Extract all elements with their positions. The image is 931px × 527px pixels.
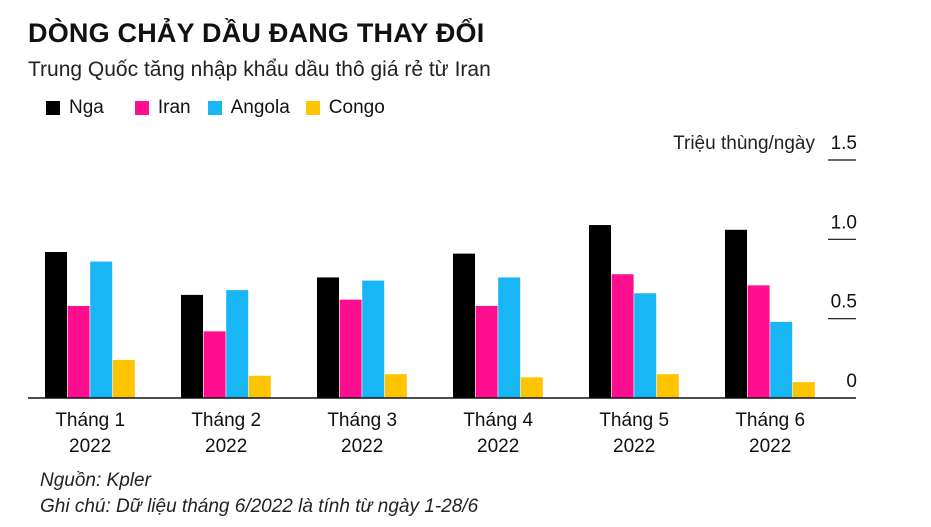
y-tick-label: 0 [846,371,857,392]
legend-swatch-angola [207,101,222,115]
y-tick-label: 1.0 [831,212,857,233]
legend-swatch-iran [134,101,149,115]
bar-iran-6 [747,285,770,398]
legend-label-iran: Iran [157,97,191,118]
bar-angola-2 [226,290,249,398]
legend-item-angola: Angola [207,97,290,119]
bar-angola-1 [90,261,113,398]
footnote: Ghi chú: Dữ liệu tháng 6/2022 là tính từ… [40,496,479,517]
y-axis-label: Triệu thùng/ngày [673,133,815,154]
x-tick-label-year: 2022 [613,436,655,457]
x-tick-label-month: Tháng 5 [599,410,669,431]
legend-item-congo: Congo [305,97,385,119]
x-tick-label-year: 2022 [477,436,519,457]
x-axis-labels: Tháng 1 2022 Tháng 2 2022 Tháng 3 2022 Tháng 4… [55,410,805,457]
bar-congo-4 [520,377,543,398]
bar-nga-1 [45,252,67,398]
legend-label-nga: Nga [69,97,104,118]
bar-angola-6 [770,321,793,398]
legend-item-iran: Iran [134,97,191,119]
bar-angola-4 [498,277,521,398]
bar-nga-5 [589,225,611,398]
bar-iran-3 [339,299,362,398]
legend: Nga Iran Angola Congo [46,96,385,120]
bar-iran-1 [67,305,90,398]
bar-nga-4 [453,253,475,398]
source-note: Nguồn: Kpler [40,470,151,491]
bar-angola-5 [634,293,657,398]
bar-nga-6 [725,229,747,398]
y-tick-label: 1.5 [831,133,857,154]
y-tick-label: 0.5 [831,292,857,313]
legend-item-nga: Nga [46,97,104,119]
y-axis-ticks: 0 0.5 1.0 1.5 [828,133,857,392]
bars [45,225,815,398]
legend-label-congo: Congo [328,97,385,118]
bar-angola-3 [362,280,385,398]
x-tick-label-month: Tháng 3 [327,410,397,431]
legend-swatch-congo [305,101,320,115]
x-tick-label-year: 2022 [69,436,111,457]
x-tick-label-month: Tháng 4 [463,410,533,431]
bar-nga-2 [181,294,203,398]
bar-congo-2 [248,375,271,398]
x-tick-label-month: Tháng 6 [735,410,805,431]
chart-title: DÒNG CHẢY DẦU ĐANG THAY ĐỔI [28,18,485,48]
bar-iran-5 [611,274,634,398]
bar-nga-3 [317,277,339,398]
chart-subtitle: Trung Quốc tăng nhập khẩu dầu thô giá rẻ… [28,58,491,81]
x-tick-label-month: Tháng 2 [191,410,261,431]
bar-congo-5 [656,374,679,398]
bar-iran-2 [203,331,226,398]
x-tick-label-year: 2022 [205,436,247,457]
legend-label-angola: Angola [230,97,290,118]
legend-swatch-nga [46,101,60,115]
bar-congo-6 [792,382,815,398]
bar-iran-4 [475,305,498,398]
bar-congo-3 [384,374,407,398]
bar-congo-1 [112,359,135,398]
x-tick-label-month: Tháng 1 [55,410,125,431]
x-tick-label-year: 2022 [749,436,791,457]
x-tick-label-year: 2022 [341,436,383,457]
